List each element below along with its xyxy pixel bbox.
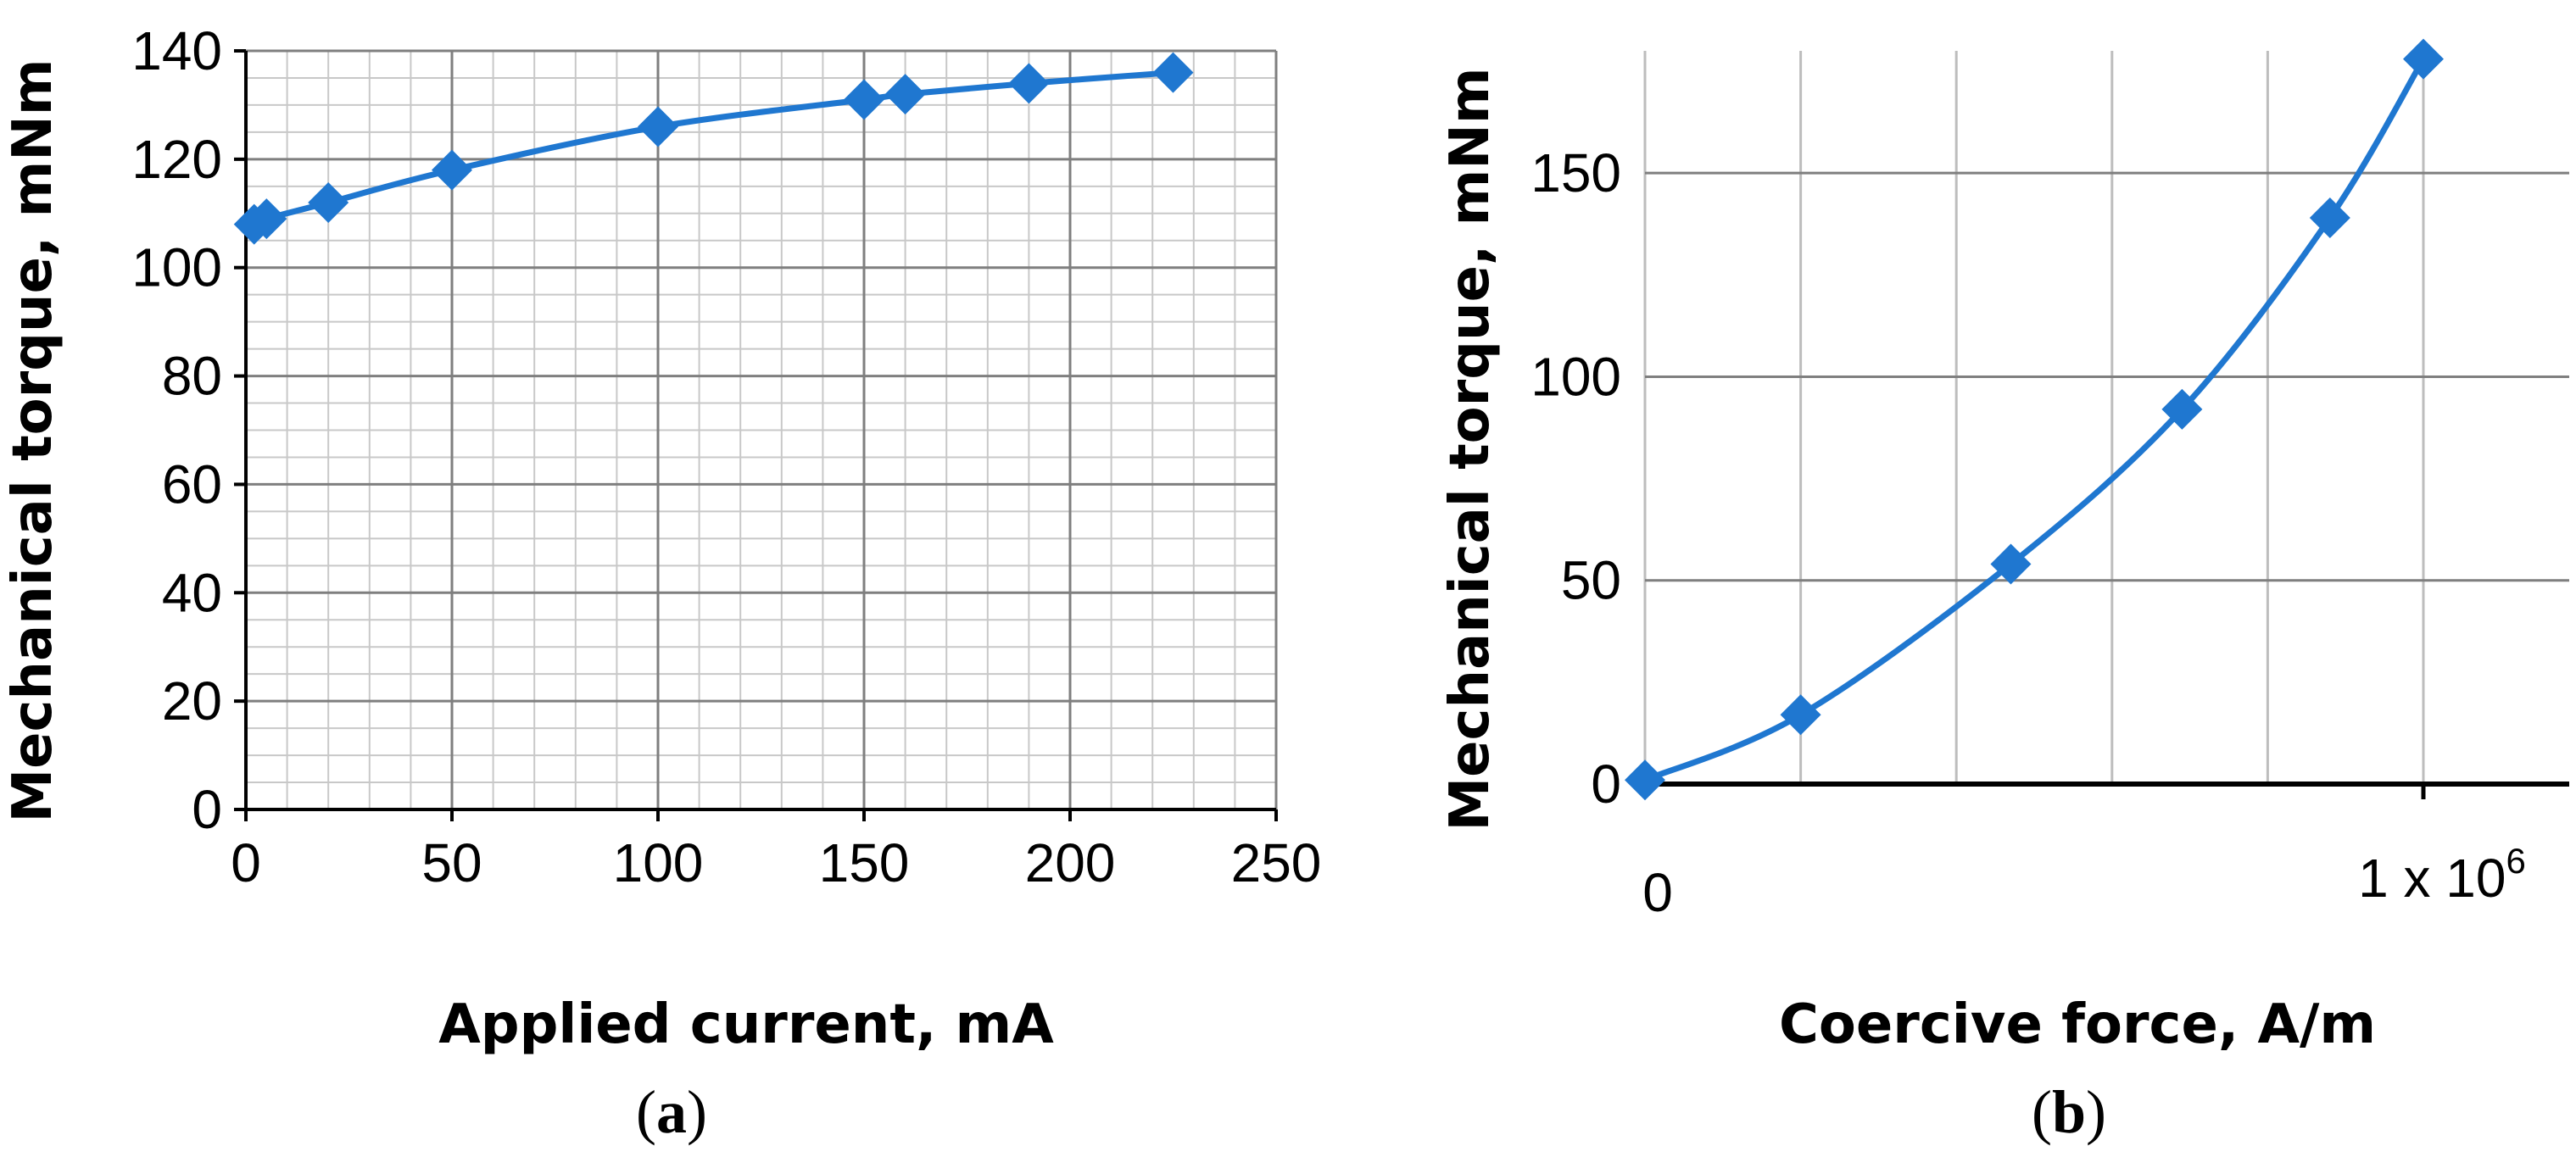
chart-b-x-axis-title: Coercive force, A/m: [1779, 993, 2376, 1056]
chart-a-y-tick-label: 60: [162, 453, 222, 515]
chart-a-y-tick-label: 0: [192, 779, 222, 840]
chart-a-x-tick-label: 0: [231, 832, 261, 893]
chart-b-data-point: [2309, 197, 2350, 239]
chart-a-tick-labels: 0 50 100 150 200 250 0 20 40 60 80 100 120 140: [131, 20, 1321, 893]
chart-a-data-point: [844, 79, 884, 120]
chart-a-x-tick-label: 50: [421, 832, 482, 893]
chart-b-grid: [1643, 51, 2569, 784]
chart-b-data-point: [1780, 694, 1821, 736]
chart-a-x-tick-label: 250: [1231, 832, 1322, 893]
chart-a-y-tick-label: 40: [162, 562, 222, 623]
chart-a-y-axis-title: Mechanical torque, mNm: [2, 58, 64, 822]
chart-a-x-axis-title: Applied current, mA: [438, 993, 1054, 1056]
caption-b: (b): [2032, 1078, 2106, 1146]
chart-a-data-point: [1008, 63, 1050, 104]
chart-a-x-tick-label: 100: [613, 832, 704, 893]
chart-a-grid: [244, 49, 1278, 811]
chart-b-tick-labels: 0 50 100 150: [1531, 142, 1621, 815]
chart-b-data-point: [1990, 543, 2032, 585]
chart-a-y-tick-label: 20: [162, 670, 222, 731]
chart-a-data-point: [308, 182, 349, 223]
chart-b-data-point: [2161, 388, 2203, 430]
chart-a-y-tick-label: 100: [131, 237, 222, 298]
chart-b-data-point: [1625, 759, 1665, 801]
chart-b-y-tick-label: 0: [1591, 754, 1621, 815]
chart-a-data-point: [432, 149, 472, 191]
chart-a-x-tick-label: 200: [1025, 832, 1116, 893]
chart-b-series-line: [1642, 56, 2427, 783]
chart-b-y-tick-label: 150: [1531, 142, 1621, 203]
caption-a: (a): [636, 1078, 707, 1146]
chart-a-data-point: [1152, 52, 1194, 93]
chart-b-y-axis-title: Mechanical torque, mNm: [1439, 67, 1502, 831]
chart-a-data-point: [246, 198, 287, 240]
chart-a-markers: [233, 52, 1194, 245]
chart-a-axes: [234, 49, 1278, 821]
chart-b-markers: [1625, 38, 2444, 801]
chart-b-x-tick-zero: 0: [1642, 862, 1673, 923]
chart-a-y-tick-label: 80: [162, 346, 222, 407]
chart-a-data-point: [638, 106, 678, 147]
chart-a-y-tick-label: 120: [131, 129, 222, 190]
chart-b-x-tick-max: 1 x 106: [2358, 841, 2526, 909]
chart-a: 0 50 100 150 200 250 0 20 40 60 80 100 120 140 Applie…: [2, 20, 1321, 1146]
chart-b-y-tick-label: 100: [1531, 346, 1621, 407]
chart-a-x-tick-label: 150: [819, 832, 910, 893]
chart-b-data-point: [2403, 38, 2444, 80]
chart-b-axes: [1645, 782, 2569, 799]
chart-a-y-tick-label: 140: [131, 20, 222, 81]
chart-b-y-tick-label: 50: [1561, 550, 1621, 611]
chart-a-data-point: [884, 74, 926, 115]
